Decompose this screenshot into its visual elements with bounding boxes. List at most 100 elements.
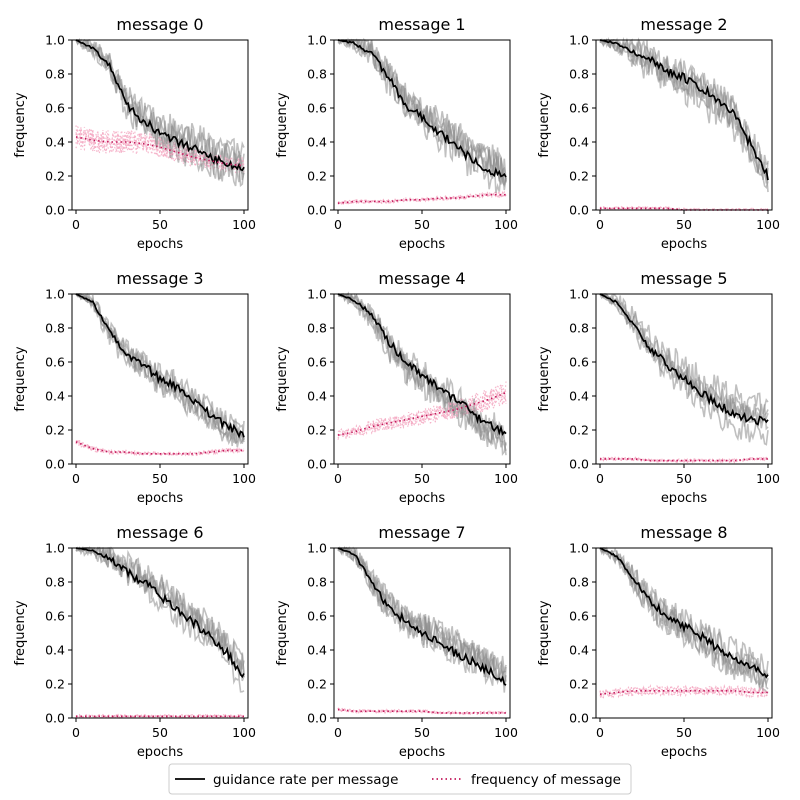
guidance-mean-line [337,293,507,437]
y-tick-label: 0.0 [45,457,65,472]
subplot-message-6: 0.0 0.2 0.4 0.6 0.8 1.0 0 50 100 message 6 epochs f… [13,523,256,760]
subplot-title: message 4 [378,269,465,288]
x-tick-label: 100 [494,725,518,740]
y-tick-label: 0.4 [45,135,65,150]
subplot-title: message 3 [116,269,203,288]
y-axis-label: frequency [13,346,28,412]
y-tick-label: 0.4 [569,389,589,404]
x-tick-label: 100 [232,217,256,232]
y-tick-label: 0.8 [569,321,589,336]
y-axis-label: frequency [275,92,290,158]
y-tick-label: 0.4 [45,643,65,658]
y-tick-label: 0.0 [569,711,589,726]
y-axis-label: frequency [537,346,552,412]
frequency-mean-line [75,136,245,167]
y-tick-label: 0.8 [307,575,327,590]
y-axis-label: frequency [537,600,552,666]
x-axis-label: epochs [137,237,184,252]
y-axis-label: frequency [537,92,552,158]
legend: guidance rate per message frequency of m… [168,763,632,795]
y-tick-label: 0.2 [45,677,65,692]
x-tick-label: 100 [756,725,780,740]
frequency-run-line [337,385,507,436]
subplot-title: message 2 [640,15,727,34]
y-tick-label: 0.2 [569,423,589,438]
guidance-run-line [599,293,769,431]
x-tick-label: 50 [152,217,168,232]
x-axis-label: epochs [661,745,708,760]
guidance-mean-line [75,547,245,679]
x-tick-label: 50 [676,217,692,232]
y-tick-label: 0.6 [45,355,65,370]
y-tick-label: 0.4 [569,643,589,658]
x-tick-label: 100 [494,217,518,232]
x-tick-label: 0 [334,217,342,232]
y-tick-label: 0.2 [45,423,65,438]
guidance-run-line [75,293,245,441]
x-tick-label: 100 [756,217,780,232]
frequency-run-line [75,439,245,457]
y-tick-label: 0.6 [569,355,589,370]
legend-frequency-label: frequency of message [471,772,621,788]
subplot-message-1: 0.0 0.2 0.4 0.6 0.8 1.0 0 50 100 message 1 epochs f… [275,15,518,252]
y-tick-label: 0.8 [569,67,589,82]
frequency-run-line [600,683,769,699]
frequency-mean-line [337,193,506,204]
y-tick-label: 0.6 [307,609,327,624]
x-tick-label: 100 [756,471,780,486]
subplot-title: message 1 [378,15,465,34]
x-tick-label: 0 [596,725,604,740]
subplot-grid: 0.0 0.2 0.4 0.6 0.8 1.0 0 50 100 message 0 epochs f… [13,15,780,760]
y-tick-label: 1.0 [569,33,589,48]
frequency-run-line [599,684,769,700]
guidance-mean-line [337,547,507,686]
y-tick-label: 0.6 [569,609,589,624]
frequency-mean-line [599,689,768,695]
y-tick-label: 1.0 [45,287,65,302]
y-tick-label: 0.0 [307,711,327,726]
legend-guidance-label: guidance rate per message [213,772,398,788]
subplot-title: message 6 [116,523,203,542]
x-tick-label: 0 [334,471,342,486]
frequency-run-line [75,713,245,719]
frequency-mean-line [75,441,244,455]
guidance-mean-line [75,293,245,439]
frequency-run-line [337,386,507,441]
y-tick-label: 0.8 [569,575,589,590]
x-axis-label: epochs [399,237,446,252]
y-tick-label: 0.0 [45,711,65,726]
frequency-run-line [599,205,769,211]
frequency-run-line [599,685,769,698]
frequency-run-line [337,190,507,205]
x-tick-label: 100 [232,471,256,486]
legend-box [168,763,632,795]
y-tick-label: 0.4 [307,389,327,404]
frequency-run-line [337,707,507,716]
y-tick-label: 0.2 [569,677,589,692]
y-tick-label: 0.6 [307,101,327,116]
subplot-message-0: 0.0 0.2 0.4 0.6 0.8 1.0 0 50 100 message 0 epochs f… [13,15,256,252]
x-tick-label: 0 [596,217,604,232]
frequency-mean-line [600,458,768,462]
x-axis-label: epochs [661,491,708,506]
guidance-run-line [599,36,769,184]
y-tick-label: 0.8 [45,67,65,82]
guidance-run-line [337,292,507,446]
y-tick-label: 0.2 [307,169,327,184]
y-tick-label: 1.0 [307,541,327,556]
guidance-mean-line [337,39,507,178]
x-tick-label: 0 [72,471,80,486]
y-axis-label: frequency [13,92,28,158]
frequency-run-line [75,438,245,457]
subplot-title: message 7 [378,523,465,542]
y-tick-label: 0.2 [307,423,327,438]
y-tick-label: 0.0 [569,457,589,472]
y-tick-label: 0.8 [307,321,327,336]
frequency-mean-line [337,708,506,714]
frequency-run-line [337,191,507,206]
x-tick-label: 50 [152,471,168,486]
y-axis-label: frequency [275,346,290,412]
y-tick-label: 0.2 [45,169,65,184]
y-tick-label: 0.4 [569,135,589,150]
subplot-message-7: 0.0 0.2 0.4 0.6 0.8 1.0 0 50 100 message 7 epochs f… [275,523,518,760]
